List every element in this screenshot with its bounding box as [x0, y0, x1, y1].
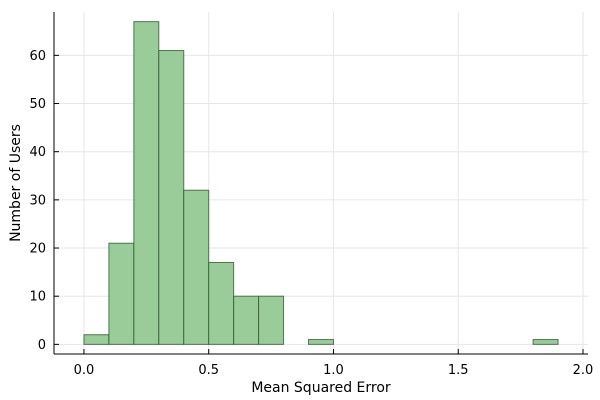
histogram-bar [532, 339, 559, 345]
histogram-bar [108, 242, 135, 345]
x-axis-ticks: 0.0 0.5 1.0 1.5 2.0 [74, 349, 594, 378]
axes [53, 12, 588, 355]
histogram-bar [183, 189, 210, 345]
y-axis-ticks: 0 10 20 30 40 50 60 [29, 49, 59, 353]
x-tick-label: 1.0 [323, 363, 344, 378]
x-tick-label: 1.5 [448, 363, 469, 378]
x-tick-label: 0.0 [74, 363, 95, 378]
y-axis-title: Number of Users [8, 124, 24, 242]
y-tick-label: 20 [29, 242, 46, 257]
y-tick-label: 50 [29, 97, 46, 112]
x-tick-label: 0.5 [198, 363, 219, 378]
histogram-bar [233, 295, 260, 345]
y-tick-label: 60 [29, 49, 46, 64]
histogram-bar [208, 261, 235, 345]
histogram-bars [83, 21, 559, 345]
histogram-bar [83, 334, 110, 345]
histogram-bar [133, 21, 160, 345]
histogram-bar [158, 50, 185, 345]
histogram-bar [258, 295, 285, 345]
y-tick-label: 40 [29, 145, 46, 160]
x-tick-label: 2.0 [573, 363, 594, 378]
histogram-bar [308, 339, 334, 345]
y-tick-label: 0 [38, 338, 46, 353]
y-tick-label: 30 [29, 193, 46, 208]
x-axis-title: Mean Squared Error [251, 380, 391, 396]
y-tick-label: 10 [29, 290, 46, 305]
